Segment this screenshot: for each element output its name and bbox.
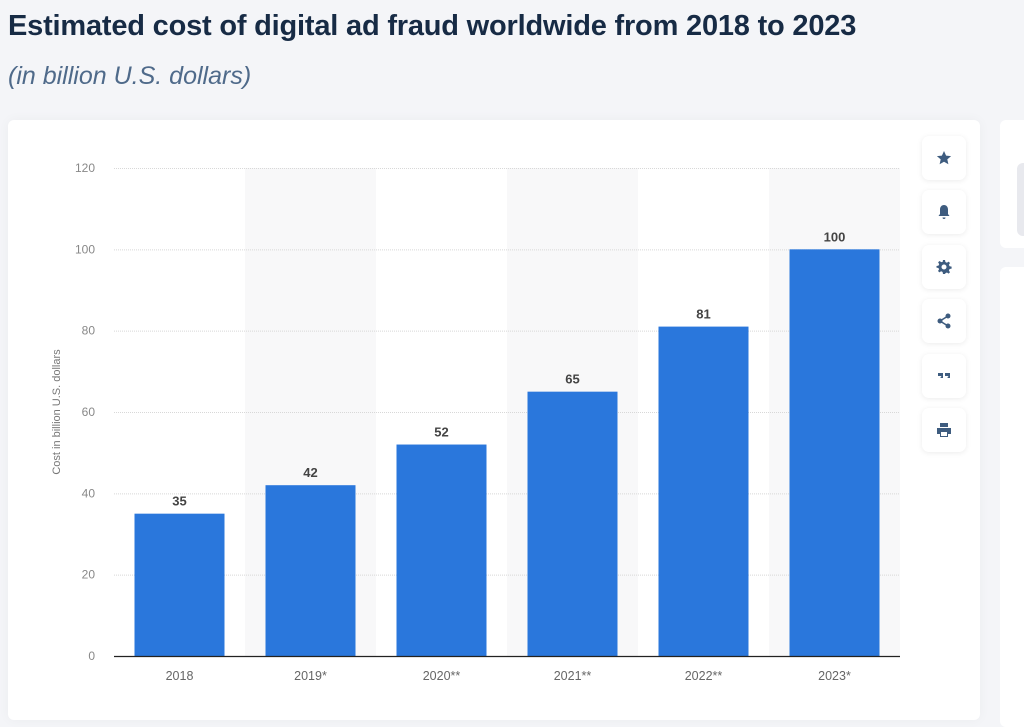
bell-icon <box>938 205 950 219</box>
bar-2021** <box>527 391 618 656</box>
bar-2023* <box>789 249 880 657</box>
bar-2018 <box>134 513 225 656</box>
page-title: Estimated cost of digital ad fraud world… <box>8 10 857 42</box>
x-tick-label: 2018 <box>166 669 194 683</box>
x-tick-label: 2023* <box>818 669 851 683</box>
y-tick-label: 40 <box>82 486 96 500</box>
settings-button[interactable] <box>922 245 966 289</box>
y-tick-label: 60 <box>82 405 96 419</box>
x-tick-label: 2021** <box>554 669 592 683</box>
notification-button[interactable] <box>922 190 966 234</box>
x-tick-label: 2020** <box>423 669 461 683</box>
cite-button[interactable] <box>922 354 966 398</box>
page-subtitle: (in billion U.S. dollars) <box>8 62 252 90</box>
bar-2019* <box>265 485 356 656</box>
data-label: 100 <box>824 229 846 244</box>
y-tick-label: 20 <box>82 568 96 582</box>
favorite-button[interactable] <box>922 136 966 180</box>
share-icon <box>937 313 951 329</box>
star-icon <box>936 151 952 165</box>
side-panel-control[interactable] <box>1017 163 1024 236</box>
print-button[interactable] <box>922 408 966 452</box>
side-panel-top <box>1000 120 1024 248</box>
bar-2020** <box>396 444 487 656</box>
share-button[interactable] <box>922 299 966 343</box>
y-tick-label: 100 <box>75 242 95 256</box>
print-icon <box>937 423 951 437</box>
gear-icon <box>936 260 952 274</box>
x-tick-label: 2022** <box>685 669 723 683</box>
y-axis-label: Cost in billion U.S. dollars <box>51 349 63 475</box>
data-label: 52 <box>434 425 448 440</box>
data-label: 35 <box>172 494 186 509</box>
side-panel-bottom <box>1000 267 1024 727</box>
data-label: 65 <box>565 372 579 387</box>
data-label: 42 <box>303 465 317 480</box>
y-tick-label: 120 <box>75 161 95 175</box>
quote-icon <box>938 373 950 378</box>
y-tick-label: 80 <box>82 324 96 338</box>
x-tick-label: 2019* <box>294 669 327 683</box>
bar-2022** <box>658 326 749 656</box>
data-label: 81 <box>696 307 710 322</box>
y-tick-label: 0 <box>88 649 95 663</box>
